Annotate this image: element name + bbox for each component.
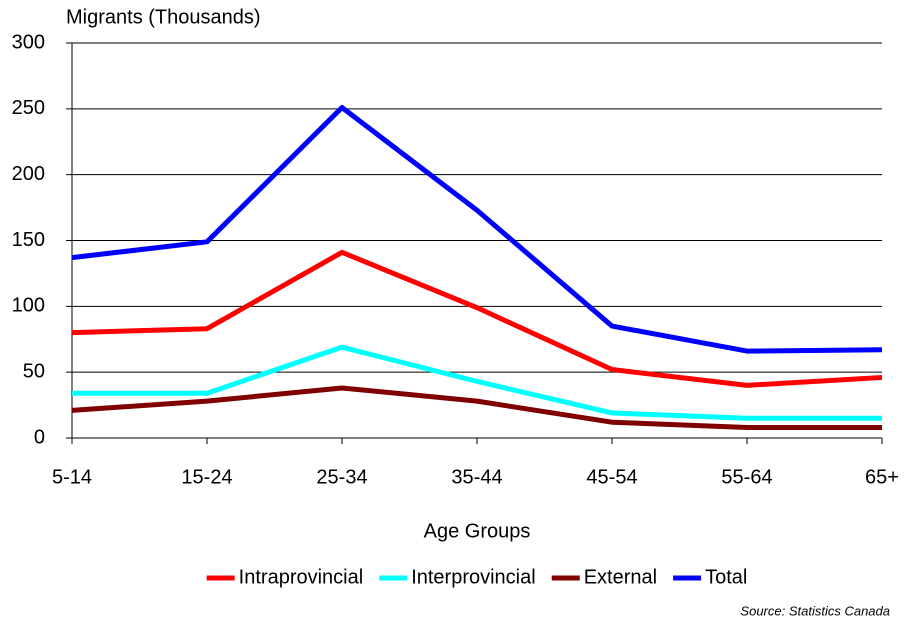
y-tick-label: 50	[23, 360, 45, 382]
x-tick-label: 5-14	[52, 466, 92, 488]
legend-label: Interprovincial	[411, 566, 536, 588]
x-tick-label: 35-44	[451, 466, 502, 488]
y-tick-label: 200	[12, 163, 45, 185]
legend-label: External	[584, 566, 657, 588]
chart-title: Migrants (Thousands)	[66, 6, 261, 28]
x-tick-label: 65+	[865, 466, 899, 488]
x-tick-label: 45-54	[586, 466, 637, 488]
y-tick-label: 300	[12, 31, 45, 53]
series-line	[71, 105, 883, 354]
legend: Intraprovincial Interprovincial External To…	[206, 566, 747, 588]
legend-label: Intraprovincial	[239, 566, 364, 588]
x-axis-label: Age Groups	[424, 520, 531, 542]
legend-label: Total	[705, 566, 747, 588]
series-line	[71, 385, 882, 430]
x-tick-label: 55-64	[721, 466, 772, 488]
y-tick-label: 150	[12, 229, 45, 251]
source-note: Source: Statistics Canada	[740, 603, 890, 618]
x-tick-label: 25-34	[316, 466, 367, 488]
series-line	[72, 344, 882, 421]
x-tick-label: 15-24	[181, 466, 232, 488]
series-line	[71, 249, 883, 388]
y-tick-label: 0	[34, 426, 45, 448]
y-tick-label: 250	[12, 97, 45, 119]
y-tick-label: 100	[12, 295, 45, 317]
